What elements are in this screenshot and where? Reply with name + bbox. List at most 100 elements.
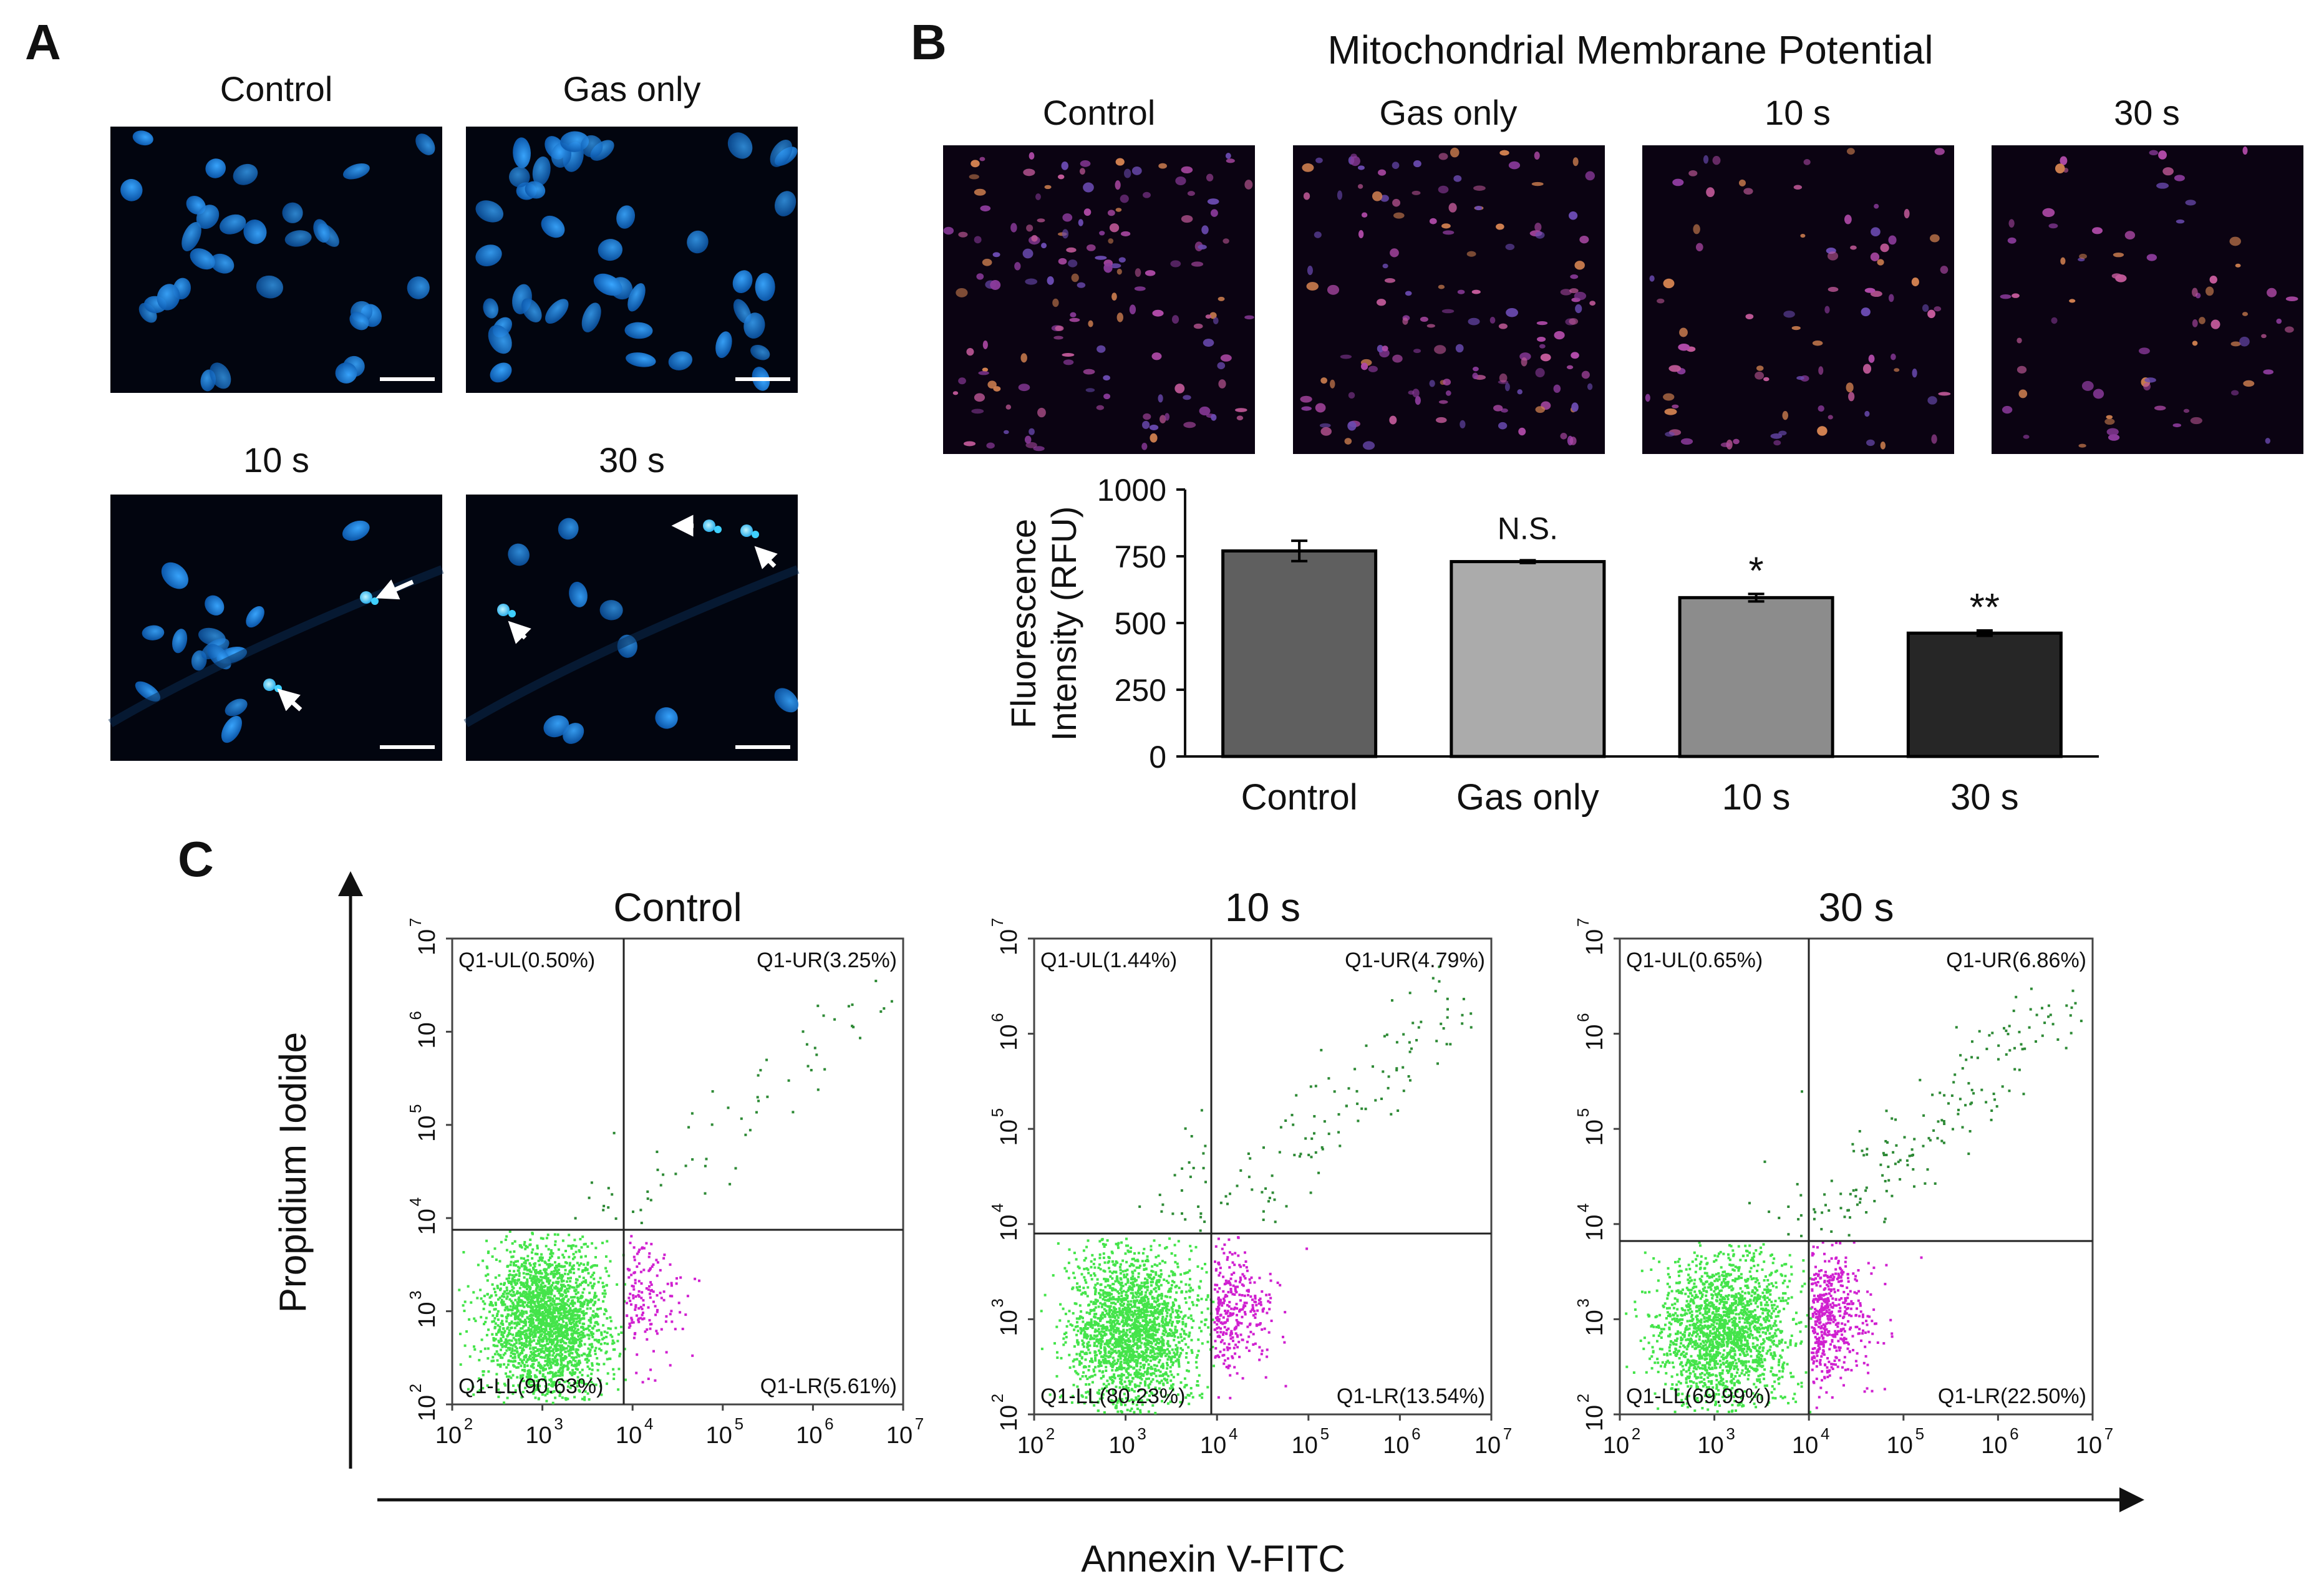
event-point	[1150, 1278, 1153, 1281]
event-point	[1078, 1304, 1082, 1307]
event-point	[1101, 1316, 1104, 1320]
event-point	[1128, 1373, 1131, 1376]
event-point	[513, 1250, 516, 1253]
event-point	[1141, 1252, 1145, 1255]
event-point	[533, 1263, 536, 1265]
event-point	[1176, 1351, 1179, 1354]
event-point	[545, 1347, 548, 1350]
event-point	[589, 1316, 593, 1320]
event-point	[483, 1347, 487, 1350]
event-point	[1188, 1269, 1191, 1272]
event-point	[586, 1268, 589, 1272]
event-point	[554, 1371, 558, 1374]
event-point	[588, 1325, 591, 1328]
event-point	[546, 1280, 549, 1283]
event-point	[1148, 1292, 1151, 1295]
cell	[2007, 237, 2017, 244]
event-point	[569, 1312, 573, 1315]
event-point	[1068, 1353, 1071, 1356]
event-point	[563, 1341, 566, 1345]
event-point	[1131, 1272, 1135, 1275]
cell	[1535, 231, 1545, 239]
event-point	[1153, 1305, 1156, 1308]
nucleus	[172, 629, 188, 654]
event-point	[1138, 1299, 1141, 1302]
event-point	[1133, 1252, 1136, 1255]
event-point	[596, 1329, 599, 1332]
event-point	[1081, 1375, 1084, 1378]
event-point	[611, 1335, 614, 1338]
cell	[1115, 180, 1121, 190]
event-point	[1160, 1346, 1163, 1349]
event-point	[766, 1095, 769, 1098]
event-point	[554, 1355, 558, 1358]
event-point	[1098, 1332, 1101, 1335]
event-point	[499, 1363, 502, 1366]
event-point	[1085, 1336, 1088, 1340]
event-point	[551, 1252, 554, 1255]
event-point	[591, 1242, 594, 1245]
event-point	[1163, 1302, 1166, 1305]
event-point	[656, 1151, 659, 1153]
event-point	[550, 1329, 553, 1332]
event-point	[1174, 1285, 1177, 1288]
event-point	[561, 1353, 564, 1356]
event-point	[1077, 1373, 1080, 1376]
event-point	[579, 1305, 583, 1308]
event-point	[1126, 1324, 1129, 1327]
event-point	[1064, 1341, 1067, 1344]
event-point	[1087, 1390, 1090, 1393]
flow-plot-10s: 10 sQ1-UL(1.44%) Q1-UR(4.79%)Q1-LL(80.23%…	[988, 885, 1512, 1459]
event-point	[498, 1274, 501, 1277]
event-point	[1118, 1365, 1121, 1368]
event-point	[1094, 1293, 1097, 1296]
event-point	[1094, 1306, 1097, 1309]
event-point	[511, 1288, 514, 1292]
event-point	[508, 1329, 511, 1332]
event-point	[551, 1371, 554, 1374]
event-point	[508, 1322, 511, 1325]
event-point	[623, 1348, 626, 1351]
cell	[1143, 413, 1151, 420]
event-point	[632, 1297, 635, 1300]
cell	[1571, 352, 1579, 359]
event-point	[1067, 1277, 1070, 1280]
event-point	[1104, 1243, 1107, 1246]
event-point	[1094, 1302, 1097, 1305]
cell	[2055, 163, 2065, 174]
cell	[2192, 287, 2198, 297]
event-point	[1126, 1372, 1130, 1375]
event-point	[545, 1271, 548, 1274]
event-point	[1153, 1300, 1156, 1303]
event-point	[1084, 1323, 1087, 1326]
cell	[1553, 384, 1561, 393]
event-point	[1160, 1311, 1163, 1314]
event-point	[1076, 1385, 1079, 1388]
event-point	[1077, 1401, 1080, 1404]
event-point	[1155, 1301, 1158, 1303]
event-point	[561, 1346, 564, 1349]
cell	[1645, 394, 1650, 402]
cell	[986, 442, 995, 449]
flow-x-axis-label: Annexin V-FITC	[1081, 1538, 1345, 1580]
event-point	[670, 1310, 673, 1313]
event-point	[546, 1322, 549, 1325]
event-point	[1108, 1307, 1111, 1310]
event-point	[538, 1314, 541, 1317]
event-point	[546, 1357, 550, 1360]
cell	[1672, 404, 1679, 408]
nucleus	[750, 344, 770, 360]
nucleus	[733, 299, 752, 324]
event-point	[656, 1332, 659, 1335]
event-point	[1148, 1328, 1151, 1330]
event-point	[532, 1336, 535, 1339]
event-point	[1087, 1345, 1089, 1348]
event-point	[1090, 1260, 1093, 1263]
event-point	[1122, 1330, 1125, 1333]
event-point	[553, 1272, 555, 1275]
event-point	[1097, 1349, 1100, 1352]
event-point	[1151, 1404, 1155, 1407]
event-point	[626, 1267, 629, 1270]
event-point	[650, 1242, 653, 1245]
event-point	[568, 1341, 571, 1344]
